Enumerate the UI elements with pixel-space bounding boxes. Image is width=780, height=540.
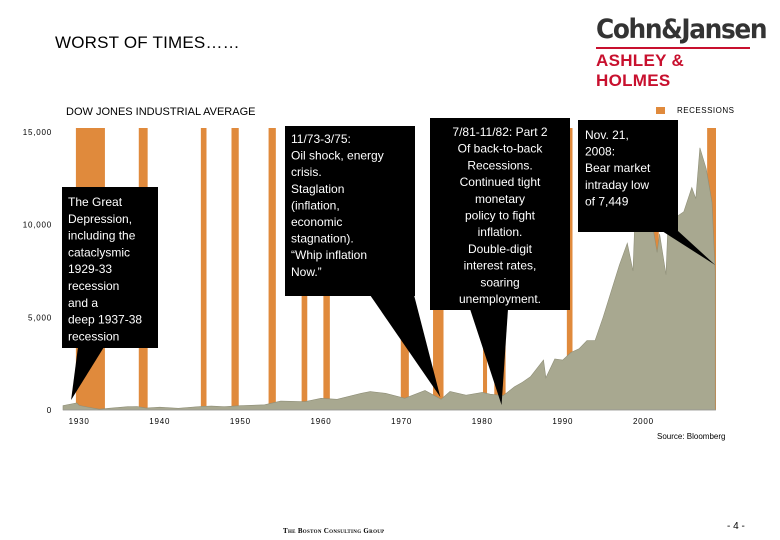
callout-text-1: 11/73-3/75: bbox=[291, 132, 351, 146]
callout-text-2: soaring bbox=[480, 275, 519, 289]
callout-text-1: economic bbox=[291, 215, 342, 229]
chart-source: Source: Bloomberg bbox=[657, 432, 726, 441]
callout-text-0: recession bbox=[68, 329, 119, 343]
y-tick-label: 5,000 bbox=[28, 313, 52, 322]
x-tick-label: 1940 bbox=[149, 417, 170, 426]
callout-text-0: 1929-33 bbox=[68, 262, 112, 276]
callout-text-3: 2008: bbox=[585, 145, 615, 159]
callout-box-3 bbox=[578, 120, 678, 232]
x-tick-label: 1930 bbox=[69, 417, 90, 426]
callout-text-0: deep 1937-38 bbox=[68, 313, 142, 327]
logo-subtitle: ASHLEY & HOLMES bbox=[596, 51, 685, 90]
callout-text-1: Oil shock, energy bbox=[291, 149, 384, 163]
callout-text-1: Now.” bbox=[291, 265, 322, 279]
callout-text-2: 7/81-11/82: Part 2 bbox=[452, 125, 548, 139]
callout-text-2: Of back-to-back bbox=[458, 142, 544, 156]
callout-pointer-2 bbox=[470, 309, 508, 405]
y-tick-label: 15,000 bbox=[23, 128, 52, 137]
company-logo: Cohn&Jansen ASHLEY & HOLMES bbox=[596, 14, 768, 90]
x-tick-label: 1970 bbox=[391, 417, 412, 426]
callout-text-2: Double-digit bbox=[468, 242, 533, 256]
callout-text-2: inflation. bbox=[478, 225, 523, 239]
callout-box-0 bbox=[62, 187, 158, 348]
page-number: - 4 - bbox=[727, 521, 745, 532]
callout-text-2: interest rates, bbox=[464, 259, 537, 273]
legend: RECESSIONS bbox=[656, 106, 734, 115]
callout-text-0: recession bbox=[68, 279, 119, 293]
legend-swatch-recessions bbox=[656, 107, 665, 115]
callout-pointer-0 bbox=[71, 347, 104, 400]
recession-band-4 bbox=[268, 128, 276, 410]
logo-divider bbox=[596, 47, 750, 49]
callout-text-1: (inflation, bbox=[291, 198, 340, 212]
footer-firm-name: The Boston Consulting Group bbox=[283, 527, 385, 535]
callout-pointer-1 bbox=[370, 295, 441, 397]
callout-text-3: Nov. 21, bbox=[585, 128, 629, 142]
recession-band-3 bbox=[231, 128, 239, 410]
y-tick-label: 0 bbox=[47, 406, 52, 415]
callout-text-2: policy to fight bbox=[465, 209, 536, 223]
chart-title: DOW JONES INDUSTRIAL AVERAGE bbox=[66, 106, 256, 118]
callout-text-1: Staglation bbox=[291, 182, 344, 196]
callout-text-2: Recessions. bbox=[467, 158, 532, 172]
callout-text-0: including the bbox=[68, 229, 136, 243]
legend-label-recessions: RECESSIONS bbox=[677, 106, 735, 115]
y-tick-label: 10,000 bbox=[23, 221, 52, 230]
callout-text-1: “Whip inflation bbox=[291, 248, 367, 262]
x-tick-label: 1980 bbox=[472, 417, 493, 426]
x-tick-label: 1990 bbox=[552, 417, 573, 426]
callout-box-1 bbox=[285, 126, 415, 296]
callout-box-2 bbox=[430, 118, 570, 310]
callout-text-3: Bear market bbox=[585, 161, 651, 175]
callout-text-2: Continued tight bbox=[460, 175, 541, 189]
callout-text-2: monetary bbox=[475, 192, 525, 206]
callout-text-0: cataclysmic bbox=[68, 245, 130, 259]
callout-text-1: crisis. bbox=[291, 165, 322, 179]
callout-text-3: intraday low bbox=[585, 178, 649, 192]
x-tick-label: 2000 bbox=[633, 417, 654, 426]
callout-text-0: Depression, bbox=[68, 212, 132, 226]
slide-title: WORST OF TIMES…… bbox=[55, 33, 240, 52]
callout-pointer-3 bbox=[662, 231, 716, 265]
callout-text-0: The Great bbox=[68, 195, 123, 209]
callout-text-1: stagnation). bbox=[291, 232, 354, 246]
x-tick-label: 1950 bbox=[230, 417, 251, 426]
callout-text-0: and a bbox=[68, 296, 98, 310]
callout-text-2: unemployment. bbox=[459, 292, 541, 306]
x-tick-label: 1960 bbox=[310, 417, 331, 426]
callout-text-3: of 7,449 bbox=[585, 194, 629, 208]
recession-band-2 bbox=[200, 128, 207, 410]
